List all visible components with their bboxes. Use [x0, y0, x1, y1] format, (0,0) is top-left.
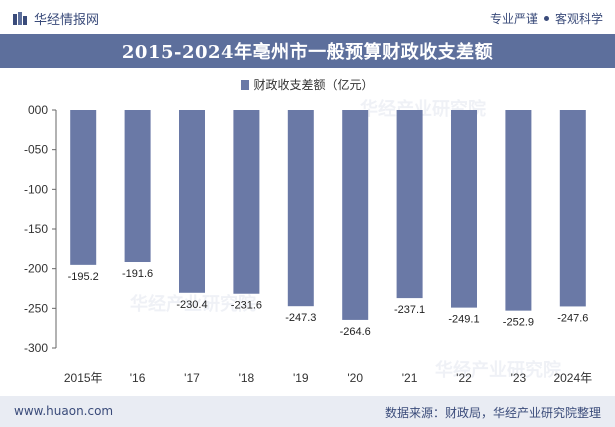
y-tick-label: 000 [28, 103, 48, 117]
bar-data-label: -230.4 [176, 299, 207, 311]
footer: www.huaon.com 数据来源：财政局，华经产业研究院整理 [0, 396, 615, 427]
bar-data-label: -249.1 [448, 314, 479, 326]
bar [233, 110, 260, 294]
bar [342, 110, 369, 320]
x-tick-label: '17 [184, 371, 200, 385]
legend-label: 财政收支差额（亿元） [253, 78, 374, 92]
legend-swatch [241, 79, 250, 90]
bar [559, 110, 586, 307]
bar-data-label: -247.3 [285, 312, 316, 324]
y-tick-label: -050 [24, 143, 48, 157]
footer-source: 数据来源：财政局，华经产业研究院整理 [384, 406, 601, 420]
bar-data-label: -195.2 [68, 271, 99, 283]
brand-logo-icon [12, 11, 28, 27]
bar-data-label: -191.6 [122, 268, 153, 280]
footer-website-link[interactable]: www.huaon.com [14, 404, 114, 418]
chart-legend: 财政收支差额（亿元） [0, 76, 615, 93]
y-tick-label: -250 [24, 301, 48, 315]
x-tick-label: '20 [347, 371, 363, 385]
bar-data-label: -247.6 [557, 312, 588, 324]
bar [70, 110, 97, 265]
bar [287, 110, 314, 307]
bar-data-label: -264.6 [340, 326, 371, 338]
bar [451, 110, 477, 308]
brand[interactable]: 华经情报网 [12, 9, 99, 28]
x-tick-label: '16 [130, 371, 146, 385]
bar [179, 110, 205, 293]
chart-title: 2015-2024年亳州市一般预算财政收支差额 [121, 42, 494, 63]
x-tick-label: 2024年 [553, 371, 592, 385]
y-tick-label: -200 [24, 262, 48, 276]
brand-name: 华经情报网 [34, 13, 100, 28]
tagline-item: 客观科学 [554, 12, 603, 26]
separator-dot-icon [543, 16, 549, 21]
bar-data-label: -231.6 [231, 300, 262, 312]
tagline-item: 专业严谨 [489, 12, 538, 26]
bar [505, 110, 532, 311]
bar-data-label: -237.1 [394, 304, 425, 316]
title-bar: 2015-2024年亳州市一般预算财政收支差额 [0, 34, 615, 68]
x-tick-label: '19 [293, 371, 309, 385]
tagline: 专业严谨 客观科学 [490, 10, 603, 27]
bar-chart: 000 -050 -100 -150 -200 -250 -300 -195.2 2015年 -1… [24, 103, 592, 385]
x-tick-label: '22 [456, 371, 472, 385]
x-tick-label: '23 [511, 371, 527, 385]
top-bar: 华经情报网 专业严谨 客观科学 [0, 0, 615, 34]
y-tick-label: -100 [24, 182, 48, 196]
x-tick-label: 2015年 [64, 371, 103, 385]
x-tick-label: '18 [239, 371, 255, 385]
x-tick-label: '21 [402, 371, 418, 385]
bar [396, 110, 423, 299]
bar-data-label: -252.9 [503, 317, 534, 329]
y-tick-label: -150 [24, 222, 48, 236]
bar [124, 110, 151, 263]
y-tick-label: -300 [24, 341, 48, 355]
